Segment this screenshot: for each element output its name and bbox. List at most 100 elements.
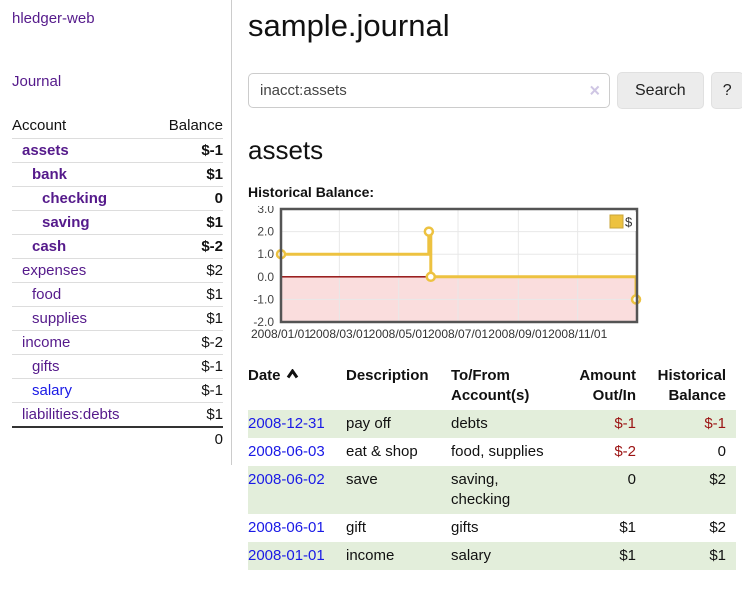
register-date-cell: 2008-06-03 [248,438,346,466]
y-tick-label: 3.0 [257,206,274,216]
sidebar-nav: Journal [12,73,223,90]
register-header-date[interactable]: Date [248,364,346,410]
search-row: × Search ? [248,72,742,109]
register-accounts-cell: gifts [451,519,479,536]
account-link[interactable]: income [22,334,71,351]
x-tick-label: 2008/09/01 [488,327,548,341]
chart-title: Historical Balance: [248,184,375,200]
register-row[interactable]: 2008-01-01 income salary $1 $1 [248,542,736,570]
account-link[interactable]: food [32,286,62,303]
clear-search-icon[interactable]: × [589,79,600,100]
account-link[interactable]: supplies [32,310,88,327]
y-tick-label: -2.0 [253,315,274,329]
sort-asc-icon [286,369,298,379]
x-tick-label: 2008/01/01 [251,327,311,341]
x-tick-label: 2008/05/01 [369,327,429,341]
account-link[interactable]: cash [32,238,67,255]
chart-border [279,207,639,324]
register-balance-cell: 0 [717,443,726,460]
register-accounts-cell: salary [451,547,492,564]
account-link[interactable]: checking [42,190,108,207]
account-name-cell: checking [12,186,153,211]
register-header-description: Description [346,367,429,384]
transaction-date-link[interactable]: 2008-01-01 [248,547,325,564]
account-balance: $-1 [152,138,223,163]
sidebar-item-journal[interactable]: Journal [12,73,62,90]
register-description-cell: eat & shop [346,443,418,460]
register-balance-cell: $2 [709,471,726,488]
account-link[interactable]: bank [32,166,68,183]
account-link[interactable]: saving [42,214,90,231]
register-description-cell: pay off [346,415,391,432]
account-row: assets $-1 [12,138,223,163]
register-row[interactable]: 2008-12-31 pay off debts $-1 $-1 [248,410,736,438]
legend-label: $ [625,215,633,230]
register-balance-cell: $-1 [704,415,726,432]
account-balance: 0 [152,186,223,211]
register-description-cell: income [346,547,395,564]
account-link[interactable]: expenses [22,262,87,279]
account-row: salary $-1 [12,378,223,403]
chart-container: 3.0 2.0 1.0 0.0 -1.0 -2.0 2008/01/01 2008/03/01… [248,202,742,342]
register-header-accounts: To/From Account(s) [451,367,530,404]
search-input[interactable] [248,73,610,108]
register-description-cell: gift [346,519,367,536]
register-row[interactable]: 2008-06-03 eat & shop food, supplies $-2 0 [248,438,736,466]
account-name-cell: expenses [12,258,153,283]
account-balance: $1 [152,282,223,307]
accounts-total-value: 0 [152,426,223,451]
account-link[interactable]: salary [32,382,73,399]
register-accounts-cell: saving, checking [451,471,511,508]
account-link[interactable]: assets [22,142,69,159]
accounts-header-balance: Balance [168,117,223,134]
register-balance-cell: $2 [709,519,726,536]
register-amount-cell: $-1 [614,415,636,432]
sidebar: hledger-web Journal Account Balance asse… [0,0,232,465]
accounts-table: Account Balance assets $-1 bank $1 checking 0… [12,114,223,451]
account-balance: $-2 [152,234,223,259]
account-name-cell: assets [12,138,153,163]
register-amount-cell: $1 [619,547,636,564]
account-name-cell: liabilities:debts [12,402,153,427]
accounts-total-spacer [12,426,153,451]
register-row[interactable]: 2008-06-02 save saving, checking 0 $2 [248,466,736,514]
register-header-balance: Historical Balance [657,367,726,404]
account-link[interactable]: gifts [32,358,60,375]
account-row: checking 0 [12,186,223,211]
register-amount-cell: $-2 [614,443,636,460]
transaction-date-link[interactable]: 2008-12-31 [248,415,325,432]
account-balance: $-1 [152,378,223,403]
register-date-cell: 2008-06-02 [248,466,346,514]
x-tick-label: 2008/07/01 [428,327,488,341]
account-row: supplies $1 [12,306,223,331]
account-name-cell: gifts [12,354,153,379]
register-balance-cell: $1 [709,547,726,564]
transaction-date-link[interactable]: 2008-06-03 [248,443,325,460]
register-table-body: 2008-12-31 pay off debts $-1 $-1 2008-06-03 ea… [248,410,736,570]
search-button[interactable]: Search [617,72,704,109]
transaction-date-link[interactable]: 2008-06-01 [248,519,325,536]
app-brand[interactable]: hledger-web [12,10,95,27]
account-balance: $2 [152,258,223,283]
account-balance: $1 [152,162,223,187]
account-link[interactable]: liabilities:debts [22,406,120,423]
register-description-cell: save [346,471,378,488]
register-header-amount: Amount Out/In [579,367,636,404]
date-header-label: Date [248,367,281,384]
transaction-date-link[interactable]: 2008-06-02 [248,471,325,488]
register-row[interactable]: 2008-06-01 gift gifts $1 $2 [248,514,736,542]
register-accounts-cell: food, supplies [451,443,544,460]
account-name-cell: food [12,282,153,307]
account-row: expenses $2 [12,258,223,283]
page-title: sample.journal [248,8,450,43]
register-accounts-cell: debts [451,415,488,432]
account-name-cell: salary [12,378,153,403]
account-balance: $-2 [152,330,223,355]
balance-chart: 3.0 2.0 1.0 0.0 -1.0 -2.02008/01/012008/03/01… [251,202,642,341]
main-content: sample.journal × Search ? assets Histori… [232,0,742,590]
help-button[interactable]: ? [710,72,742,109]
accounts-header-account: Account [12,117,67,134]
x-tick-label: 2008/11/01 [548,327,607,341]
account-row: saving $1 [12,210,223,235]
